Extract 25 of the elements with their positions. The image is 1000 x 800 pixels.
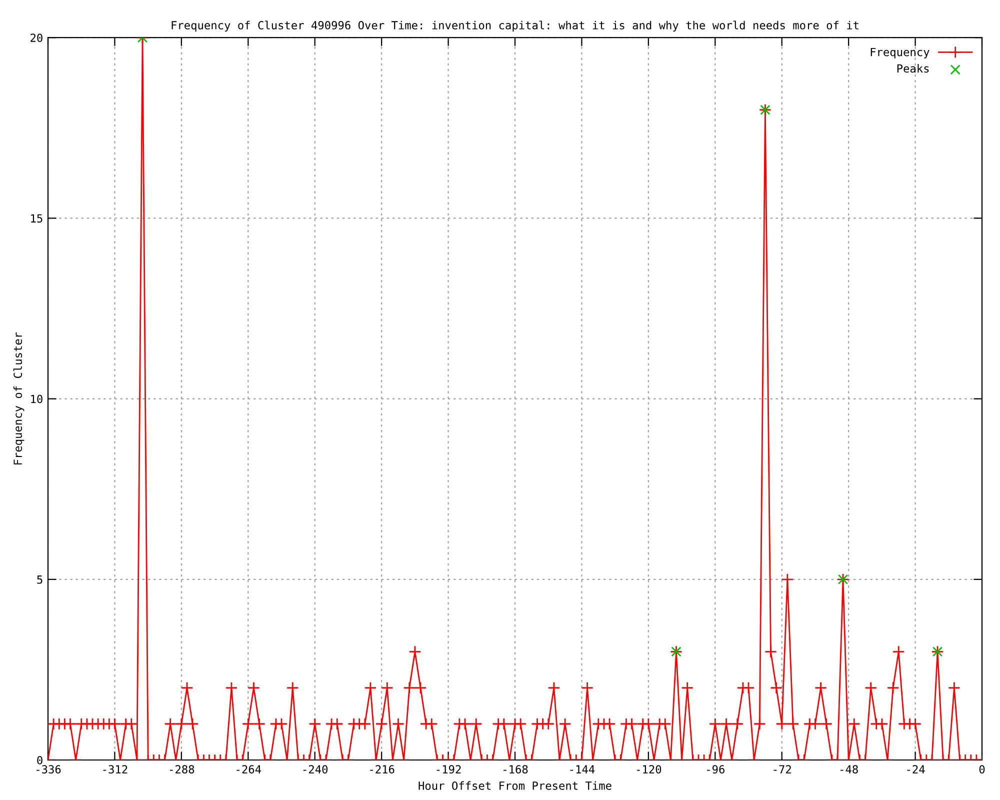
y-tick-label: 20: [30, 34, 42, 42]
x-tick-label: -120: [636, 765, 662, 774]
y-tick-label: 10: [31, 394, 42, 404]
y-tick-label: 5: [37, 576, 42, 584]
x-tick-label: -48: [840, 765, 858, 774]
x-tick-label: -192: [436, 765, 461, 774]
y-tick-label: 0: [37, 756, 42, 764]
x-tick-label: -216: [370, 765, 394, 774]
x-tick-label: -96: [707, 765, 724, 774]
y-axis-title: Frequency of Cluster: [13, 332, 24, 464]
x-tick-label: -240: [303, 765, 328, 774]
legend-label: Frequency: [870, 48, 930, 58]
y-tick-label: 15: [31, 214, 42, 223]
x-tick-label: 0: [979, 765, 985, 774]
x-tick-label: -72: [774, 765, 791, 774]
x-tick-label: -144: [570, 765, 595, 774]
x-tick-label: -336: [36, 765, 61, 774]
x-tick-label: -288: [170, 765, 194, 774]
x-tick-label: -264: [236, 765, 261, 774]
x-tick-label: -168: [504, 765, 528, 774]
chart-title: Frequency of Cluster 490996 Over Time: invention capital: what it is and why the world needs more of it: [172, 20, 858, 32]
x-axis-title: Hour Offset From Present Time: [418, 781, 612, 790]
x-tick-label: -312: [103, 765, 128, 774]
legend-label: Peaks: [897, 64, 929, 73]
x-tick-label: -24: [907, 765, 925, 774]
